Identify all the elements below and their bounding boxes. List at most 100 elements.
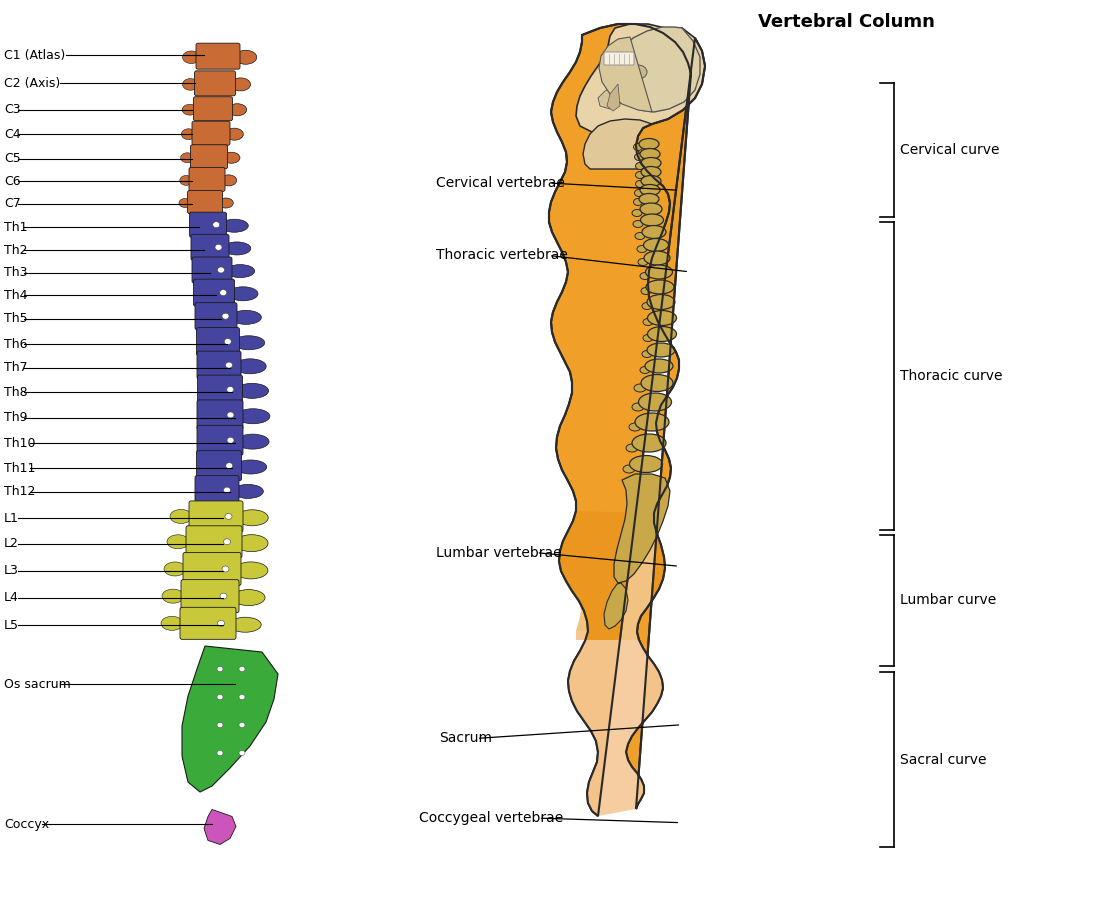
Ellipse shape (629, 423, 641, 431)
Ellipse shape (222, 242, 251, 255)
Ellipse shape (637, 246, 647, 253)
Polygon shape (182, 646, 278, 792)
Polygon shape (598, 86, 623, 109)
Polygon shape (576, 24, 705, 136)
Ellipse shape (226, 128, 244, 140)
Ellipse shape (220, 219, 248, 232)
Polygon shape (599, 37, 652, 112)
Ellipse shape (170, 509, 192, 524)
Ellipse shape (639, 139, 659, 149)
Ellipse shape (634, 384, 646, 392)
Text: Coccyx: Coccyx (4, 818, 49, 831)
Ellipse shape (640, 367, 650, 373)
Ellipse shape (640, 273, 650, 279)
Ellipse shape (647, 343, 675, 357)
Ellipse shape (227, 412, 233, 418)
Text: C7: C7 (4, 198, 21, 210)
Text: Th12: Th12 (4, 486, 36, 498)
Ellipse shape (632, 209, 642, 217)
Ellipse shape (179, 198, 191, 207)
FancyBboxPatch shape (195, 476, 239, 505)
Ellipse shape (220, 593, 227, 599)
FancyBboxPatch shape (188, 190, 222, 214)
Ellipse shape (642, 226, 666, 238)
Ellipse shape (648, 326, 677, 342)
Text: L5: L5 (4, 619, 19, 631)
Ellipse shape (643, 319, 653, 325)
FancyBboxPatch shape (180, 607, 236, 640)
FancyBboxPatch shape (189, 501, 244, 532)
Ellipse shape (645, 251, 670, 265)
Ellipse shape (235, 535, 268, 552)
Ellipse shape (640, 149, 660, 159)
Ellipse shape (182, 104, 198, 115)
Ellipse shape (228, 103, 247, 116)
Ellipse shape (634, 189, 643, 197)
Ellipse shape (217, 750, 223, 756)
Ellipse shape (222, 566, 229, 572)
Ellipse shape (227, 438, 233, 443)
Text: C6: C6 (4, 175, 20, 188)
Text: L3: L3 (4, 564, 19, 577)
Ellipse shape (218, 267, 225, 273)
Text: C1 (Atlas): C1 (Atlas) (4, 49, 65, 62)
Ellipse shape (648, 311, 677, 325)
Ellipse shape (220, 290, 227, 295)
Ellipse shape (181, 129, 195, 140)
Ellipse shape (641, 167, 661, 178)
FancyBboxPatch shape (190, 212, 227, 237)
Ellipse shape (634, 153, 643, 160)
Text: C5: C5 (4, 152, 21, 165)
FancyBboxPatch shape (197, 328, 239, 355)
Text: Sacrum: Sacrum (439, 731, 491, 746)
Ellipse shape (239, 667, 245, 671)
Ellipse shape (232, 485, 264, 498)
Ellipse shape (235, 50, 257, 64)
FancyBboxPatch shape (191, 235, 229, 260)
FancyBboxPatch shape (195, 43, 240, 69)
FancyBboxPatch shape (197, 352, 241, 379)
Ellipse shape (235, 460, 267, 474)
Text: Os sacrum: Os sacrum (4, 678, 70, 690)
FancyBboxPatch shape (197, 450, 241, 481)
Text: Lumbar curve: Lumbar curve (899, 593, 996, 607)
Ellipse shape (181, 153, 194, 163)
FancyBboxPatch shape (181, 580, 239, 612)
Text: Th1: Th1 (4, 221, 28, 234)
Ellipse shape (630, 456, 662, 473)
Ellipse shape (225, 514, 232, 519)
Ellipse shape (632, 403, 645, 411)
Ellipse shape (217, 667, 223, 671)
Text: L4: L4 (4, 592, 19, 604)
Ellipse shape (239, 722, 245, 728)
Ellipse shape (164, 562, 187, 576)
Ellipse shape (182, 51, 200, 63)
Ellipse shape (641, 176, 661, 187)
Ellipse shape (212, 222, 220, 227)
Ellipse shape (636, 162, 645, 169)
Ellipse shape (180, 176, 192, 186)
Ellipse shape (643, 334, 653, 342)
Ellipse shape (638, 258, 648, 265)
Ellipse shape (218, 621, 225, 626)
Text: Th5: Th5 (4, 313, 28, 325)
Ellipse shape (639, 194, 659, 205)
Ellipse shape (218, 198, 233, 208)
Ellipse shape (643, 238, 668, 252)
Ellipse shape (640, 185, 660, 196)
Ellipse shape (182, 79, 199, 91)
Ellipse shape (636, 171, 645, 178)
Ellipse shape (239, 750, 245, 756)
Ellipse shape (226, 362, 232, 368)
Ellipse shape (640, 203, 662, 215)
FancyBboxPatch shape (604, 52, 634, 65)
Ellipse shape (634, 233, 645, 239)
Ellipse shape (168, 535, 189, 549)
FancyBboxPatch shape (192, 121, 230, 145)
Ellipse shape (629, 65, 647, 79)
Ellipse shape (647, 294, 675, 310)
FancyBboxPatch shape (197, 425, 244, 456)
Ellipse shape (633, 143, 642, 150)
FancyBboxPatch shape (198, 375, 242, 404)
Ellipse shape (236, 510, 268, 525)
